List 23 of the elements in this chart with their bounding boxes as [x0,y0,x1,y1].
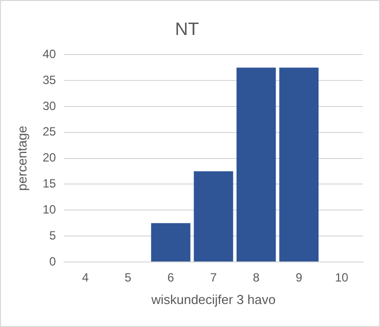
y-tick-label: 10 [42,202,56,216]
x-axis-title: wiskundecijfer 3 havo [150,292,276,307]
x-tick-label: 8 [252,270,260,285]
y-tick-label: 25 [42,124,56,139]
x-tick-label: 10 [334,270,349,285]
chart-title: NT [175,18,199,39]
y-tick-label: 0 [49,254,56,268]
y-tick-label: 20 [42,150,56,165]
x-tick-label: 9 [296,270,303,285]
y-tick-label: 15 [42,176,56,191]
y-tick-label: 5 [49,228,56,242]
y-axis-title: percentage [14,126,30,191]
bar [279,68,319,262]
y-tick-label: 40 [42,46,56,61]
bar [194,171,234,262]
bar [236,68,276,262]
bar [151,223,190,262]
x-tick-label: 6 [167,270,174,285]
y-tick-label: 30 [42,98,56,113]
y-tick-label: 35 [42,72,56,87]
x-tick-label: 7 [210,270,218,285]
x-tick-label: 5 [124,270,132,285]
x-tick-label: 4 [82,270,89,285]
